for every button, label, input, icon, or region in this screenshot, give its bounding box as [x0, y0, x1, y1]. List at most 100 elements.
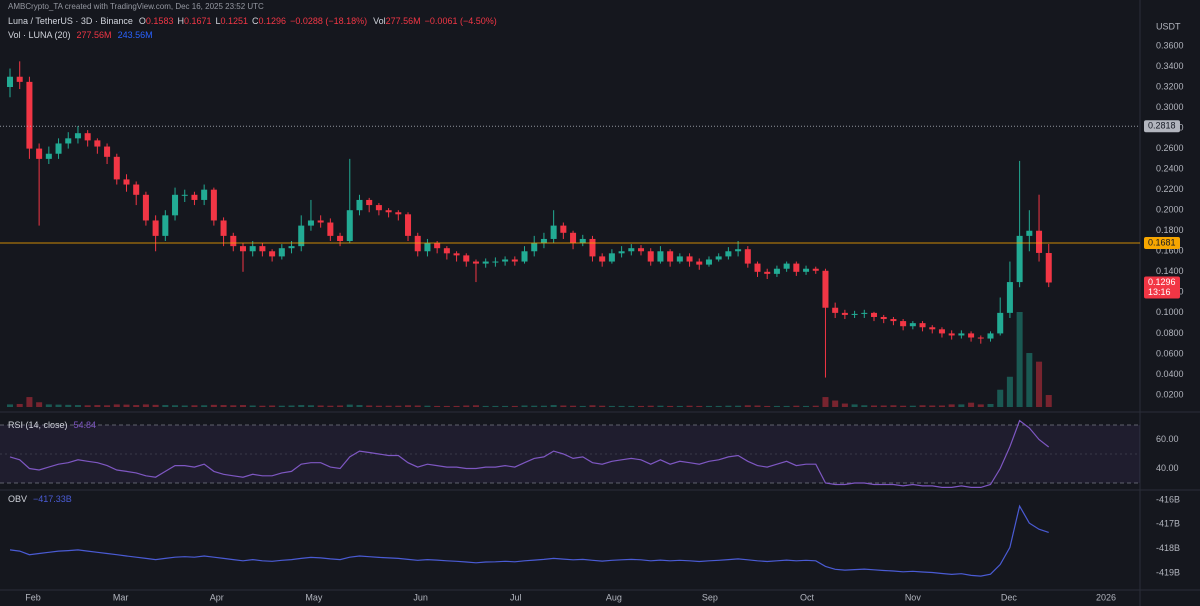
candle-body	[123, 179, 130, 185]
candle-body	[696, 261, 703, 265]
x-tick-label: Jun	[413, 592, 428, 602]
countdown-label: 13:16	[1148, 287, 1171, 297]
indicator-title: OBV	[8, 494, 27, 504]
y-tick-label: -419B	[1156, 567, 1180, 577]
candle-body	[55, 143, 62, 154]
ohlc-key: C	[252, 16, 259, 26]
volume-bar	[579, 405, 586, 407]
candle-body	[181, 194, 188, 196]
y-tick-label: 0.2600	[1156, 143, 1184, 153]
volume-bar	[6, 404, 14, 407]
candle-body	[900, 321, 907, 327]
candle-body	[968, 333, 975, 338]
volume-bar	[870, 405, 878, 407]
candle-body	[812, 268, 819, 271]
candle-body	[715, 256, 722, 260]
candle-body	[201, 189, 208, 200]
candle-body	[599, 256, 606, 262]
volume-bar	[414, 405, 421, 407]
candle-body	[472, 261, 479, 264]
candle-body	[803, 268, 810, 272]
volume-bar	[307, 405, 314, 407]
y-tick-label: 0.2000	[1156, 205, 1184, 215]
candle-body	[744, 249, 751, 264]
candle-body	[638, 248, 645, 252]
y-tick-label: 0.0400	[1156, 369, 1184, 379]
candle-body	[764, 271, 771, 274]
candle-body	[434, 243, 441, 249]
candle-body	[84, 133, 91, 141]
volume-bar	[16, 403, 23, 407]
candle-body	[725, 251, 732, 257]
volume-bar	[113, 404, 120, 407]
ohlc-value: 0.1251	[221, 16, 249, 26]
candle-body	[36, 148, 43, 159]
volume-bar	[909, 405, 916, 407]
candle-body	[754, 263, 761, 272]
volume-bar	[230, 405, 237, 407]
volume-bar	[851, 404, 858, 407]
volume-bar	[385, 405, 392, 407]
candle-body	[259, 246, 266, 252]
candle-body	[667, 251, 674, 262]
last-price-tag	[1144, 276, 1180, 299]
volume-bar	[754, 405, 761, 407]
candle-body	[570, 232, 577, 244]
candle-body	[919, 323, 926, 328]
volume-bar	[657, 405, 664, 407]
volume-bar	[832, 400, 839, 407]
candle-body	[65, 138, 72, 144]
y-tick-label: 0.1600	[1156, 246, 1184, 256]
candle-body	[6, 76, 14, 88]
volume-bar	[36, 402, 43, 407]
candle-body	[531, 243, 538, 252]
candle-body	[191, 194, 198, 200]
volume-bar	[298, 405, 305, 407]
volume-bar	[142, 404, 149, 407]
volume-bar	[356, 405, 363, 407]
volume-bar	[1036, 361, 1043, 407]
volume-bar	[725, 405, 732, 407]
candle-body	[45, 153, 52, 159]
volume-bar	[288, 405, 295, 407]
candle-body	[676, 256, 683, 262]
candle-body	[1045, 253, 1052, 283]
candle-body	[366, 199, 373, 206]
price-line-tag	[1144, 120, 1180, 133]
volume-bar	[560, 405, 567, 407]
volume-bar	[938, 405, 945, 407]
candle-body	[880, 316, 887, 320]
ohlc-key: L	[215, 16, 220, 26]
volume-bar	[647, 405, 654, 407]
volume-change: −0.0061 (−4.50%)	[425, 16, 497, 26]
volume-bar	[511, 405, 518, 407]
y-tick-label: 0.1800	[1156, 225, 1184, 235]
candle-body	[657, 251, 664, 262]
candle-body	[113, 156, 120, 180]
volume-bar	[74, 405, 81, 407]
ohlc-key: O	[139, 16, 146, 26]
candle-body	[249, 246, 256, 252]
x-tick-label: Feb	[25, 592, 41, 602]
candle-body	[890, 319, 897, 322]
candle-body	[618, 251, 625, 254]
y-tick-label: -417B	[1156, 519, 1180, 529]
volume-bar	[405, 405, 412, 407]
volume-bar	[172, 405, 179, 407]
ohlc-value: 0.1296	[259, 16, 287, 26]
volume-bar	[744, 405, 751, 407]
candle-body	[239, 246, 246, 252]
candle-body	[269, 251, 276, 257]
candle-body	[172, 194, 179, 216]
x-tick-label: Nov	[905, 592, 922, 602]
candle-body	[16, 76, 23, 82]
y-tick-label: 60.00	[1156, 434, 1179, 444]
candle-body	[414, 235, 421, 252]
candle-body	[502, 259, 509, 262]
volume-bar	[773, 405, 780, 407]
x-tick-label: Jul	[510, 592, 522, 602]
volume-bar	[735, 405, 742, 407]
volume-bar	[570, 405, 577, 407]
candle-body	[909, 323, 916, 327]
candle-body	[356, 199, 363, 211]
